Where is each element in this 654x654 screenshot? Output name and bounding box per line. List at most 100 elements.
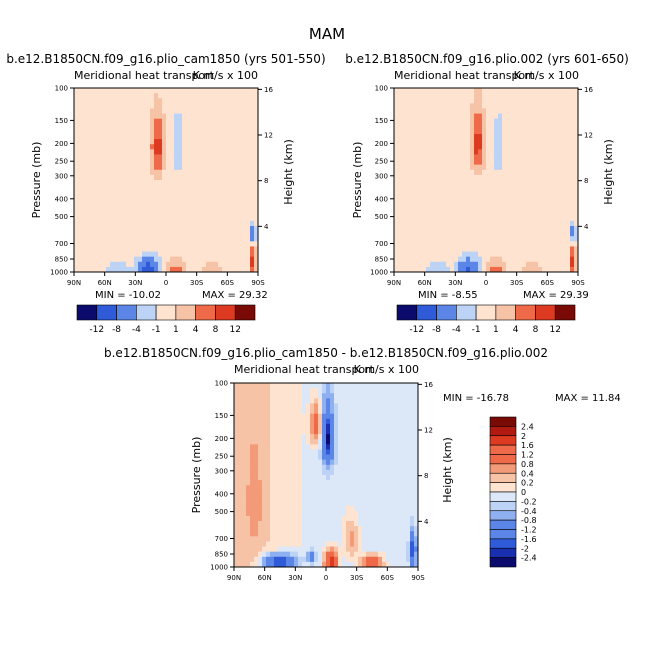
heatmap-cell — [250, 541, 255, 547]
heatmap-cell — [250, 469, 255, 476]
heatmap-cell — [146, 93, 151, 99]
heatmap-cell — [526, 231, 531, 237]
heatmap-cell — [458, 220, 463, 227]
heatmap-cell — [94, 174, 99, 181]
heatmap-cell — [118, 174, 123, 181]
heatmap-cell — [158, 149, 163, 155]
heatmap-cell — [298, 521, 303, 527]
heatmap-cell — [482, 266, 487, 273]
heatmap-cell — [250, 226, 255, 232]
heatmap-cell — [114, 118, 119, 125]
heatmap-cell — [410, 388, 415, 394]
heatmap-cell — [326, 500, 331, 507]
heatmap-cell — [446, 134, 451, 140]
heatmap-cell — [274, 449, 279, 455]
heatmap-cell — [162, 241, 167, 247]
heatmap-cell — [398, 444, 403, 450]
heatmap-cell — [382, 444, 387, 450]
heatmap-cell — [302, 464, 307, 471]
height-tick-label: 8 — [264, 177, 268, 185]
heatmap-cell — [526, 266, 531, 273]
heatmap-cell — [550, 144, 555, 150]
heatmap-cell — [550, 246, 555, 252]
heatmap-cell — [214, 139, 219, 145]
heatmap-cell — [410, 164, 415, 171]
heatmap-cell — [278, 459, 283, 466]
heatmap-cell — [222, 226, 227, 232]
heatmap-cell — [206, 98, 211, 104]
heatmap-cell — [346, 490, 351, 496]
heatmap-cell — [482, 190, 487, 196]
heatmap-cell — [318, 505, 323, 512]
heatmap-cell — [398, 449, 403, 455]
heatmap-cell — [378, 423, 383, 430]
heatmap-cell — [474, 256, 479, 263]
heatmap-cell — [462, 266, 467, 273]
heatmap-cell — [254, 526, 259, 532]
heatmap-cell — [390, 546, 395, 553]
heatmap-cell — [434, 215, 439, 222]
heatmap-cell — [318, 469, 323, 476]
heatmap-cell — [534, 200, 539, 206]
heatmap-cell — [194, 164, 199, 171]
heatmap-cell — [558, 180, 563, 186]
heatmap-cell — [262, 515, 267, 522]
heatmap-cell — [414, 226, 419, 232]
heatmap-cell — [494, 220, 499, 227]
heatmap-cell — [566, 108, 571, 114]
heatmap-cell — [230, 210, 235, 217]
heatmap-cell — [234, 403, 239, 409]
heatmap-cell — [210, 180, 215, 186]
heatmap-cell — [562, 261, 567, 268]
heatmap-cell — [338, 418, 343, 425]
heatmap-cell — [182, 195, 187, 201]
heatmap-cell — [98, 180, 103, 186]
heatmap-cell — [470, 149, 475, 155]
heatmap-cell — [334, 475, 339, 481]
heatmap-cell — [138, 103, 143, 109]
heatmap-cell — [374, 429, 379, 435]
heatmap-cell — [110, 195, 115, 201]
heatmap-cell — [430, 93, 435, 99]
heatmap-cell — [366, 500, 371, 507]
heatmap-cell — [550, 113, 555, 120]
heatmap-cell — [326, 403, 331, 409]
heatmap-cell — [230, 154, 235, 160]
heatmap-cell — [426, 210, 431, 217]
heatmap-cell — [238, 521, 243, 527]
heatmap-cell — [234, 480, 239, 486]
heatmap-cell — [382, 490, 387, 496]
heatmap-cell — [170, 118, 175, 125]
heatmap-cell — [198, 185, 203, 191]
heatmap-cell — [230, 118, 235, 125]
heatmap-cell — [366, 515, 371, 522]
heatmap-cell — [522, 103, 527, 109]
heatmap-cell — [278, 546, 283, 553]
heatmap-cell — [254, 413, 259, 420]
heatmap-cell — [510, 123, 515, 130]
heatmap-cell — [426, 98, 431, 104]
heatmap-cell — [270, 475, 275, 481]
heatmap-cell — [474, 200, 479, 206]
heatmap-cell — [566, 144, 571, 150]
heatmap-cell — [542, 93, 547, 99]
heatmap-cell — [358, 393, 363, 399]
heatmap-cell — [338, 444, 343, 450]
heatmap-cell — [274, 429, 279, 435]
heatmap-cell — [290, 459, 295, 466]
heatmap-cell — [534, 180, 539, 186]
heatmap-cell — [246, 408, 251, 415]
heatmap-cell — [346, 429, 351, 435]
heatmap-cell — [86, 169, 91, 176]
heatmap-cell — [170, 256, 175, 263]
heatmap-cell — [398, 108, 403, 114]
heatmap-cell — [214, 226, 219, 232]
heatmap-cell — [366, 495, 371, 501]
heatmap-cell — [402, 469, 407, 476]
heatmap-cell — [118, 266, 123, 273]
heatmap-cell — [206, 241, 211, 247]
heatmap-cell — [202, 185, 207, 191]
heatmap-cell — [382, 459, 387, 466]
heatmap-cell — [122, 231, 127, 237]
heatmap-cell — [434, 128, 439, 135]
